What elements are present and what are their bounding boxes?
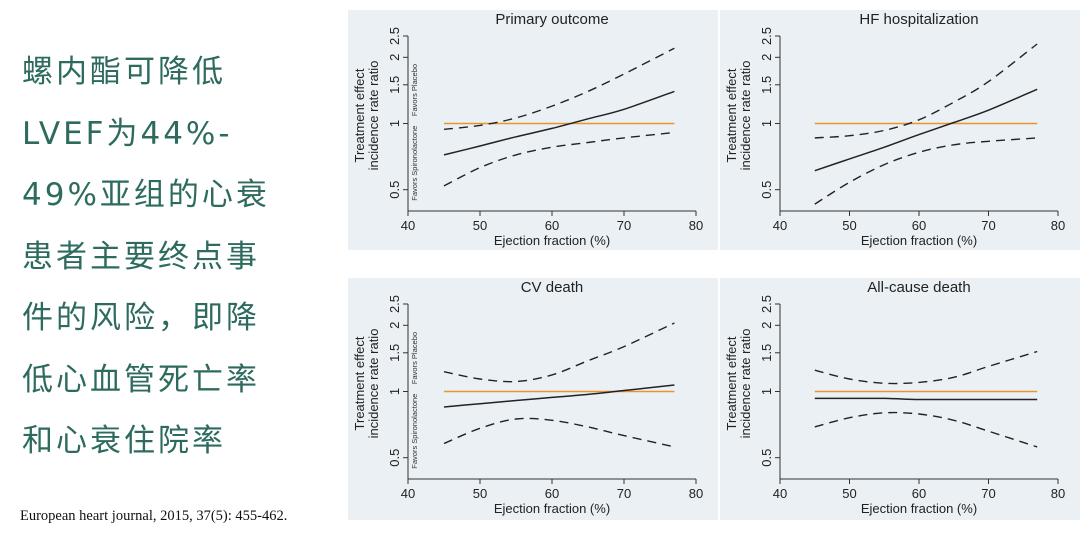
x-tick-label: 60 [545,486,559,501]
y-tick-label: 2 [387,54,402,61]
chart-panel-1: Primary outcome 0.5 1 1.5 2 2.5 40 50 60 70 80 Ejec… [348,10,718,250]
y-axis-label: incidence rate ratio [366,329,381,439]
y-tick-label: 2 [759,54,774,61]
y-tick-label: 1.5 [759,344,774,362]
summary-line: 和心衰住院率 [22,423,226,459]
x-tick-label: 70 [617,218,631,233]
upper-ci-line [443,47,675,131]
y-tick-label: 1.5 [387,76,402,94]
x-tick-label: 50 [842,218,856,233]
x-tick-label: 80 [689,486,703,501]
y-tick-label: 0.5 [759,449,774,467]
x-tick-label: 40 [773,486,787,501]
favors-spironolactone-label: Favors Spironolactone [410,126,419,201]
x-tick-label: 40 [401,486,415,501]
x-tick-label: 60 [912,218,926,233]
lower-ci-line [814,137,1038,205]
y-axis-label: Treatment effect [724,336,739,430]
y-tick-label: 2.5 [387,295,402,313]
x-tick-label: 50 [842,486,856,501]
chart-title: CV death [521,279,584,296]
x-tick-label: 80 [1051,486,1065,501]
x-tick-label: 70 [981,486,995,501]
chart-title: HF hospitalization [859,11,978,28]
favors-placebo-label: Favors Placebo [410,64,419,116]
chart-panel-3: CV death 0.5 1 1.5 2 2.5 40 50 60 70 80 Ejection fr… [348,278,718,520]
y-tick-label: 1 [387,388,402,395]
estimate-line [814,88,1038,172]
y-tick-label: 1 [387,120,402,127]
chart-panel-4: All-cause death 0.5 1 1.5 2 2.5 40 50 60 70 80 Ejec… [720,278,1080,520]
x-tick-label: 70 [617,486,631,501]
estimate-line [814,397,1038,401]
summary-text: 螺内酯可降低 LVEF为44%- 49%亚组的心衰 患者主要终点事 件的风险，即… [22,42,322,473]
x-axis-label: Ejection fraction (%) [494,233,610,248]
y-axis-label: incidence rate ratio [366,61,381,171]
y-tick-label: 2 [759,322,774,329]
upper-ci-line [814,350,1038,385]
y-tick-label: 2.5 [759,295,774,313]
x-axis-label: Ejection fraction (%) [861,233,977,248]
summary-line: 螺内酯可降低 [22,54,226,90]
x-tick-label: 60 [545,218,559,233]
y-tick-label: 2.5 [387,27,402,45]
x-tick-label: 80 [689,218,703,233]
upper-ci-line [814,43,1038,139]
chart-panel-2: HF hospitalization 0.5 1 1.5 2 2.5 40 50 60 70 80 E… [720,10,1080,250]
x-axis-label: Ejection fraction (%) [861,501,977,516]
x-tick-label: 50 [473,486,487,501]
chart-background [348,10,718,250]
y-axis-label: incidence rate ratio [738,61,753,171]
estimate-line [443,384,675,408]
y-tick-label: 1 [759,388,774,395]
upper-ci-line [443,322,675,383]
x-axis-label: Ejection fraction (%) [494,501,610,516]
y-tick-label: 1.5 [759,76,774,94]
favors-spironolactone-label: Favors Spironolactone [410,394,419,469]
x-tick-label: 40 [401,218,415,233]
summary-line: LVEF为44%- [22,115,233,152]
y-tick-label: 0.5 [387,449,402,467]
x-tick-label: 40 [773,218,787,233]
y-tick-label: 2.5 [759,27,774,45]
estimate-line [443,90,675,156]
y-tick-label: 1 [759,120,774,127]
summary-line: 低心血管死亡率 [22,361,260,398]
chart-background [720,10,1080,250]
x-tick-label: 60 [912,486,926,501]
citation: European heart journal, 2015, 37(5): 455… [20,508,288,524]
y-tick-label: 0.5 [759,181,774,199]
x-tick-label: 50 [473,218,487,233]
summary-line: 49%亚组的心衰 [22,177,270,213]
y-axis-label: Treatment effect [352,68,367,162]
chart-title: Primary outcome [495,11,608,28]
y-axis-label: Treatment effect [724,68,739,162]
lower-ci-line [814,411,1038,448]
y-axis-label: incidence rate ratio [738,329,753,439]
summary-line: 患者主要终点事 [22,238,260,275]
y-tick-label: 1.5 [387,344,402,362]
x-tick-label: 80 [1051,218,1065,233]
y-tick-label: 0.5 [387,181,402,199]
lower-ci-line [443,417,675,448]
chart-title: All-cause death [867,279,970,296]
y-tick-label: 2 [387,322,402,329]
x-tick-label: 70 [981,218,995,233]
summary-line: 件的风险，即降 [22,300,260,336]
y-axis-label: Treatment effect [352,336,367,430]
lower-ci-line [443,131,675,187]
favors-placebo-label: Favors Placebo [410,332,419,384]
